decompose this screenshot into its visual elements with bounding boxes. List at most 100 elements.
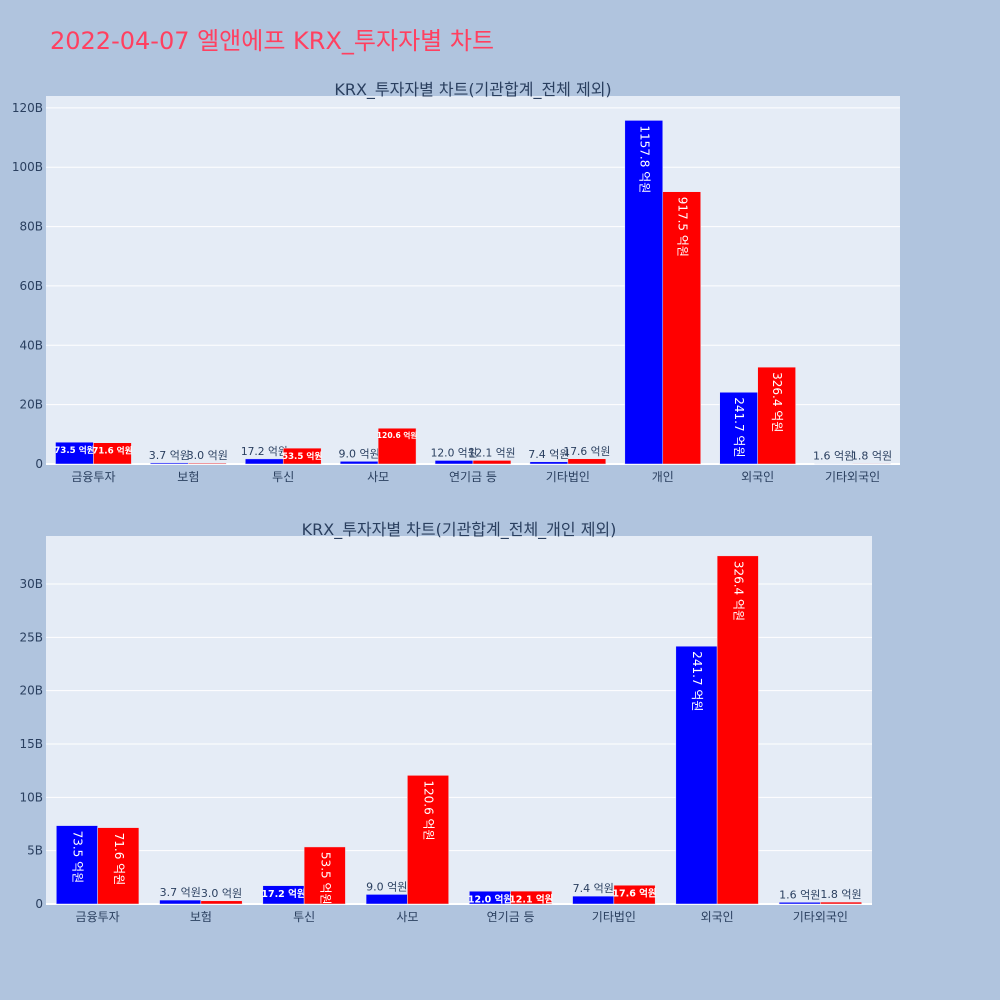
x-tick-label: 보험 xyxy=(177,470,199,484)
y-tick-label: 30B xyxy=(19,577,43,591)
bar-기타외국인-s2 xyxy=(820,901,862,905)
bar-투신-s2 xyxy=(303,846,346,905)
bar-보험-s2 xyxy=(200,900,243,905)
data-label: 71.6 억원 xyxy=(92,444,132,456)
x-tick-label: 기타외국인 xyxy=(793,910,848,924)
bar-투신-s1 xyxy=(245,458,284,465)
data-label: 12.0 억원 xyxy=(431,446,478,459)
data-label: 1.8 억원 xyxy=(851,449,892,462)
y-tick-label: 10B xyxy=(19,790,43,804)
chart-title: KRX_투자자별 차트(기관합계_전체 제외) xyxy=(334,80,611,100)
y-tick-label: 100B xyxy=(12,160,43,174)
data-label: 17.6 억원 xyxy=(612,888,656,900)
data-label: 241.7 억원 xyxy=(732,397,746,457)
data-label: 3.0 억원 xyxy=(201,887,242,900)
data-label: 12.0 억원 xyxy=(468,894,512,906)
bar-보험-s1 xyxy=(150,462,189,465)
y-tick-label: 0 xyxy=(35,897,43,911)
x-tick-label: 기타법인 xyxy=(592,910,636,924)
data-label: 917.5 억원 xyxy=(675,197,689,257)
data-label: 7.4 억원 xyxy=(528,448,569,461)
bar-개인-s1 xyxy=(624,120,664,465)
bar-금융투자-s2 xyxy=(93,442,132,465)
data-label: 73.5 억원 xyxy=(70,831,84,884)
x-tick-label: 사모 xyxy=(367,470,389,484)
data-label: 12.1 억원 xyxy=(509,894,553,906)
bar-기타법인-s2 xyxy=(613,884,656,905)
x-tick-label: 기타외국인 xyxy=(825,470,880,484)
bar-사모-s2 xyxy=(407,775,449,905)
bar-투신-s2 xyxy=(282,447,322,465)
data-label: 9.0 억원 xyxy=(366,880,407,893)
x-tick-label: 개인 xyxy=(652,470,674,484)
x-tick-label: 투신 xyxy=(272,470,294,484)
y-tick-label: 20B xyxy=(19,398,43,412)
x-tick-label: 사모 xyxy=(396,910,418,924)
data-label: 12.1 억원 xyxy=(469,446,516,459)
y-tick-label: 20B xyxy=(19,684,43,698)
bar-금융투자-s2 xyxy=(97,827,140,905)
y-tick-label: 15B xyxy=(19,737,43,751)
y-tick-label: 40B xyxy=(19,338,43,352)
bar-기타외국인-s1 xyxy=(778,902,821,905)
bar-사모-s1 xyxy=(365,894,408,905)
bar-기타법인-s1 xyxy=(529,461,569,465)
bar-개인-s2 xyxy=(662,191,701,465)
data-label: 3.7 억원 xyxy=(149,449,190,462)
data-label: 326.4 억원 xyxy=(770,372,784,432)
data-label: 17.2 억원 xyxy=(241,445,288,458)
data-label: 73.5 억원 xyxy=(54,444,94,456)
x-tick-label: 외국인 xyxy=(741,470,774,484)
bar-외국인-s2 xyxy=(716,555,759,905)
y-tick-label: 5B xyxy=(27,844,43,858)
x-tick-label: 연기금 등 xyxy=(449,470,497,484)
bar-기타법인-s1 xyxy=(572,895,615,905)
data-label: 7.4 억원 xyxy=(573,882,614,895)
bar-보험-s1 xyxy=(159,899,202,905)
data-label: 71.6 억원 xyxy=(112,833,126,886)
y-tick-label: 60B xyxy=(19,279,43,293)
data-label: 9.0 억원 xyxy=(339,447,380,460)
x-tick-label: 보험 xyxy=(190,910,212,924)
data-label: 3.0 억원 xyxy=(187,449,228,462)
data-label: 1.8 억원 xyxy=(820,888,861,901)
y-tick-label: 120B xyxy=(12,101,43,115)
y-tick-label: 25B xyxy=(19,630,43,644)
x-tick-label: 금융투자 xyxy=(71,470,115,484)
data-label: 326.4 억원 xyxy=(731,561,745,621)
data-label: 120.6 억원 xyxy=(422,780,436,840)
data-label: 3.7 억원 xyxy=(160,886,201,899)
bar-기타외국인-s2 xyxy=(852,463,891,465)
x-tick-label: 외국인 xyxy=(701,910,734,924)
bar-연기금-등-s2 xyxy=(472,460,512,465)
bar-금융투자-s1 xyxy=(56,825,98,905)
page-title: 2022-04-07 엘앤에프 KRX_투자자별 차트 xyxy=(50,27,494,55)
data-label: 1.6 억원 xyxy=(813,450,854,463)
data-label: 120.6 억원 xyxy=(377,430,418,440)
data-label: 1.6 억원 xyxy=(779,888,820,901)
bar-외국인-s2 xyxy=(757,366,796,465)
chart-top: KRX_투자자별 차트(기관합계_전체 제외) 0 20B 40B 60B 80B 100B… xyxy=(12,80,900,484)
x-tick-label: 금융투자 xyxy=(76,910,120,924)
y-tick-label: 80B xyxy=(19,220,43,234)
data-label: 53.5 억원 xyxy=(282,450,322,462)
data-label: 1157.8 억원 xyxy=(637,125,651,193)
chart-bottom: KRX_투자자별 차트(기관합계_전체_개인 제외) 0 5B 10B 15B 20B 25… xyxy=(19,520,872,924)
bar-기타법인-s2 xyxy=(567,458,607,465)
x-tick-label: 투신 xyxy=(293,910,315,924)
x-tick-label: 연기금 등 xyxy=(487,910,535,924)
data-label: 17.2 억원 xyxy=(261,888,305,900)
bar-연기금-등-s2 xyxy=(510,890,553,905)
data-label: 17.6 억원 xyxy=(563,445,610,458)
bar-사모-s1 xyxy=(339,461,379,465)
data-label: 241.7 억원 xyxy=(690,651,704,711)
bar-외국인-s1 xyxy=(675,645,718,905)
y-tick-label: 0 xyxy=(35,457,43,471)
bar-사모-s2 xyxy=(377,427,417,465)
bar-연기금-등-s1 xyxy=(434,460,474,465)
data-label: 53.5 억원 xyxy=(318,852,332,905)
bar-보험-s2 xyxy=(188,462,227,465)
chart-title: KRX_투자자별 차트(기관합계_전체_개인 제외) xyxy=(302,520,617,540)
